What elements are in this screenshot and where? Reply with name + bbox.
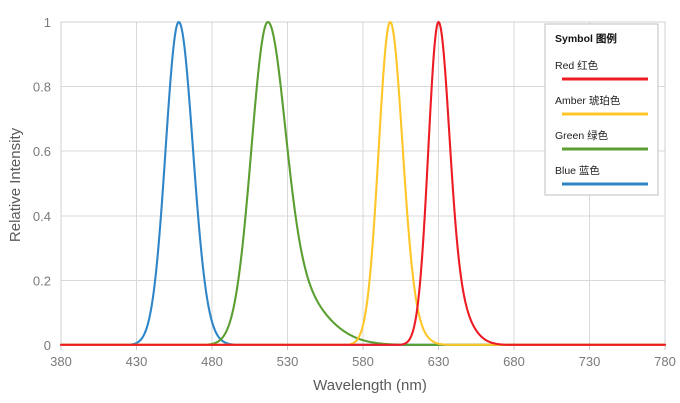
- x-tick-label: 780: [654, 354, 676, 369]
- y-axis-tick-labels: 0 0.2 0.4 0.6 0.8 1: [33, 15, 51, 353]
- y-axis-title: Relative Intensity: [7, 127, 24, 242]
- legend-title: Symbol 图例: [555, 32, 617, 45]
- legend-box: [544, 23, 659, 196]
- legend-label: Red 红色: [555, 59, 599, 72]
- y-tick-label: 0: [44, 338, 51, 353]
- legend-label: Amber 琥珀色: [555, 94, 621, 107]
- x-tick-label: 380: [50, 354, 72, 369]
- curve-red: [59, 20, 667, 346]
- y-tick-label: 0.2: [33, 273, 51, 288]
- x-tick-label: 580: [352, 354, 374, 369]
- y-tick-label: 0.4: [33, 209, 51, 224]
- x-tick-label: 530: [277, 354, 299, 369]
- x-tick-label: 430: [126, 354, 148, 369]
- legend-label: Green 绿色: [555, 129, 609, 142]
- spectral-curves: [59, 20, 667, 346]
- chart-legend: Symbol 图例 Red 红色 Amber 琥珀色 Green 绿色 Blue 蓝色: [544, 23, 659, 196]
- x-tick-label: 730: [579, 354, 601, 369]
- y-tick-label: 0.6: [33, 144, 51, 159]
- x-tick-label: 630: [428, 354, 450, 369]
- y-tick-label: 0.8: [33, 80, 51, 95]
- y-tick-label: 1: [44, 15, 51, 30]
- x-tick-label: 680: [503, 354, 525, 369]
- legend-label: Blue 蓝色: [555, 164, 600, 177]
- x-axis-title: Wavelength (nm): [313, 377, 427, 394]
- x-axis-tick-labels: 380 430 480 530 580 630 680 730 780: [50, 354, 676, 369]
- x-tick-label: 480: [201, 354, 223, 369]
